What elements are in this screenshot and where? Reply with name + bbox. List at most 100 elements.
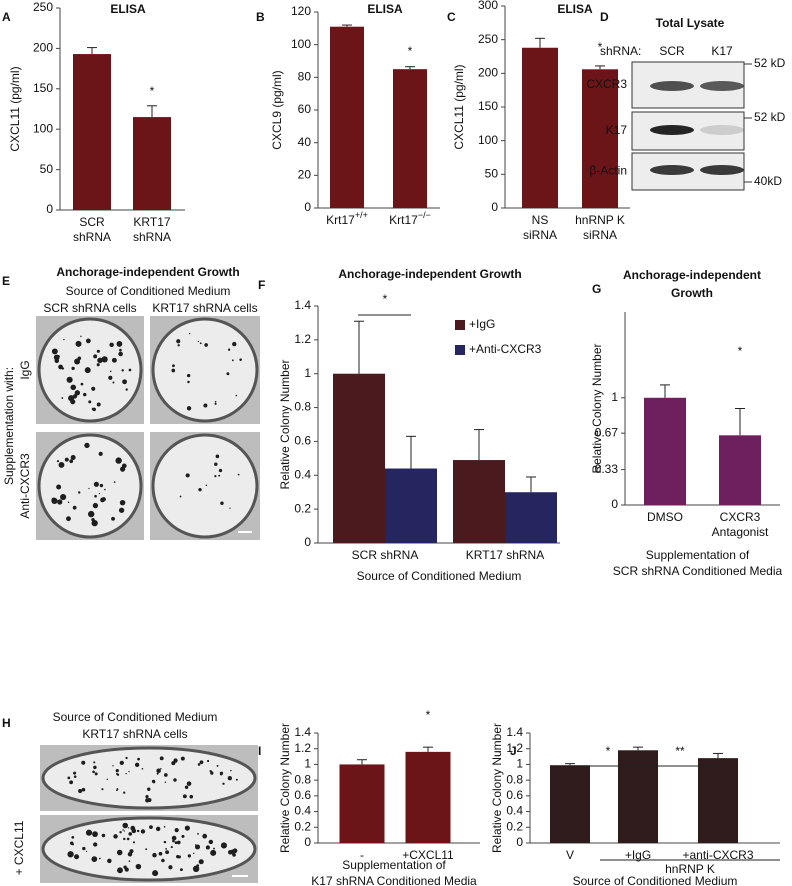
colony xyxy=(112,381,115,384)
colony xyxy=(235,394,238,397)
colony xyxy=(119,499,126,506)
colony xyxy=(227,776,232,781)
colony xyxy=(226,372,230,376)
colony xyxy=(174,828,179,833)
colony xyxy=(179,868,183,872)
colony xyxy=(111,357,117,363)
colony xyxy=(81,787,86,792)
y-tick-label: 0.6 xyxy=(294,434,311,448)
colony xyxy=(96,402,101,407)
blot-band xyxy=(700,165,744,175)
colony xyxy=(91,407,95,411)
x-tick-label: +anti-CXCR3 xyxy=(682,848,753,862)
x-axis-label: Supplementation of xyxy=(342,858,446,872)
colony xyxy=(140,829,146,834)
colony xyxy=(78,789,83,794)
colony xyxy=(99,483,104,488)
colony xyxy=(171,835,177,841)
bar xyxy=(618,750,658,843)
y-tick-label: 0.6 xyxy=(506,788,523,802)
y-tick-label: 0.2 xyxy=(506,819,523,833)
y-tick-label: 1.4 xyxy=(294,725,311,739)
colony xyxy=(70,454,76,460)
colony xyxy=(81,760,86,765)
y-tick-label: 1.4 xyxy=(294,298,311,312)
colony xyxy=(152,852,157,858)
blot-band xyxy=(700,125,744,135)
colony xyxy=(218,468,223,473)
colony xyxy=(125,756,128,760)
colony xyxy=(58,462,65,468)
y-tick-label: 0.8 xyxy=(294,400,311,414)
colony xyxy=(210,849,217,856)
colony xyxy=(66,516,71,522)
colony xyxy=(125,772,127,775)
colony xyxy=(198,487,202,492)
colony xyxy=(214,475,217,478)
y-tick-label: 200 xyxy=(33,41,53,55)
colony xyxy=(119,831,122,834)
x-tick-label: DMSO xyxy=(647,510,683,524)
colony xyxy=(70,841,74,845)
y-tick-label: 1.2 xyxy=(294,741,311,755)
colony xyxy=(206,759,210,763)
colony xyxy=(177,855,181,859)
colony xyxy=(123,830,125,832)
colony xyxy=(214,402,217,405)
colony xyxy=(199,342,202,345)
colony xyxy=(73,775,77,778)
colony xyxy=(94,772,98,776)
y-tick-label: 150 xyxy=(478,99,498,113)
colony xyxy=(134,762,140,767)
colony xyxy=(159,756,164,761)
column-label: SCR shRNA cells xyxy=(43,301,136,315)
colony xyxy=(229,507,231,509)
panel-subtitle: Source of Conditioned Medium xyxy=(66,284,231,298)
colony xyxy=(69,459,74,464)
colony xyxy=(93,354,98,359)
colony xyxy=(85,338,91,344)
colony xyxy=(173,758,178,763)
significance-mark: * xyxy=(606,744,611,758)
colony xyxy=(116,849,123,856)
colony xyxy=(85,850,88,852)
colony xyxy=(131,828,137,834)
y-tick-label: 0 xyxy=(491,200,498,214)
colony xyxy=(155,826,161,832)
y-tick-label: 250 xyxy=(33,0,53,14)
x-tick-label: KRT17 shRNA xyxy=(466,548,544,562)
colony xyxy=(82,846,86,851)
colony xyxy=(232,848,238,854)
colony xyxy=(119,348,122,352)
colony xyxy=(88,487,90,490)
colony xyxy=(92,833,95,836)
colony xyxy=(205,484,208,487)
colony xyxy=(145,848,148,851)
colony xyxy=(192,865,200,873)
y-tick-label: 100 xyxy=(291,37,311,51)
colony xyxy=(184,785,189,790)
y-tick-label: 1.2 xyxy=(294,332,311,346)
colony xyxy=(70,384,77,391)
colony xyxy=(128,368,132,372)
bar xyxy=(582,69,618,208)
colony xyxy=(202,833,208,839)
legend-swatch xyxy=(455,345,465,355)
y-tick-label: 0.8 xyxy=(506,772,523,786)
colony xyxy=(84,442,90,449)
bar xyxy=(393,69,427,209)
colony xyxy=(69,780,74,785)
colony xyxy=(68,395,75,402)
colony xyxy=(186,373,191,378)
blot-row-label: β-Actin xyxy=(589,164,627,178)
colony xyxy=(235,778,238,781)
colony xyxy=(232,341,237,347)
bar xyxy=(333,373,385,543)
colony xyxy=(111,516,115,521)
colony xyxy=(61,397,64,399)
colony xyxy=(78,491,81,494)
colony xyxy=(98,493,101,495)
